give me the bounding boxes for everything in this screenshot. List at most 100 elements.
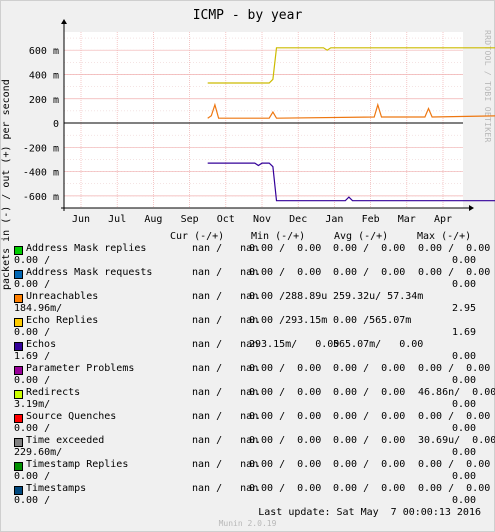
legend-line2-right: 0.00 [452,351,477,362]
legend-min: 0.00 / 0.00 [249,411,322,422]
legend-line2: 0.00 / [14,495,51,506]
legend-min: 0.00 / 0.00 [249,483,322,494]
legend-cur: nan / nan [192,291,259,302]
legend-swatch [14,462,23,471]
x-tick-label: Jan [325,214,343,225]
legend-name: Parameter Problems [26,363,135,374]
series-line-echo-replies [207,47,495,84]
legend-row: Echos nan / nan 293.15m/ 0.00 565.07m/ 0.00… [0,339,495,363]
series-line-echos [207,162,495,202]
legend-row: Echo Replies nan / nan 0.00 /293.15m 0.00 /… [0,315,495,339]
legend-line2-right: 0.00 [452,495,477,506]
x-tick-label: Apr [434,214,452,225]
legend-avg: 0.00 / 0.00 [333,483,406,494]
legend-header-avg: Avg (-/+) [334,231,389,242]
x-tick-label: Feb [362,214,380,225]
legend-max: 0.00 / 0.00 [418,411,491,422]
legend-row: Address Mask requests nan / nan 0.00 / 0.0… [0,267,495,291]
x-tick-label: Aug [144,214,162,225]
legend-line2-right: 2.95 [452,303,477,314]
y-tick-label: 200 m [29,95,59,106]
legend-swatch [14,414,23,423]
legend-swatch [14,366,23,375]
legend-header-min: Min (-/+) [251,231,306,242]
legend-line2-right: 0.00 [452,447,477,458]
legend-line2-right: 0.00 [452,471,477,482]
legend-swatch [14,318,23,327]
legend-avg: 0.00 / 0.00 [333,435,406,446]
legend-swatch [14,342,23,351]
legend-avg: 565.07m/ 0.00 [333,339,424,350]
legend-name: Time exceeded [26,435,105,446]
legend-line2: 0.00 / [14,279,51,290]
legend-max: 30.69u/ 0.00 [418,435,495,446]
legend-swatch [14,294,23,303]
legend-max: 46.86n/ 0.00 [418,387,495,398]
legend-min: 0.00 / 0.00 [249,267,322,278]
legend-min: 0.00 / 0.00 [249,363,322,374]
legend-line2: 0.00 / [14,471,51,482]
munin-version: Munin 2.0.19 [218,519,277,528]
legend-row: Address Mask replies nan / nan 0.00 / 0.00… [0,243,495,267]
legend-name: Source Quenches [26,411,117,422]
y-tick-label: 400 m [29,70,59,81]
legend-swatch [14,486,23,495]
legend-cur: nan / nan [192,459,259,470]
legend-min: 0.00 / 0.00 [249,243,322,254]
legend-min: 0.00 / 0.00 [249,387,322,398]
plot-area: Jun Jul Aug Sep Oct Nov Dec Jan Feb Mar Apr 600 m 40… [23,19,495,225]
legend-cur: nan / nan [192,339,259,350]
legend-avg: 0.00 / 0.00 [333,243,406,254]
y-tick-label: -200 m [23,143,59,154]
legend-min: 0.00 / 0.00 [249,435,322,446]
legend-name: Echos [26,339,57,350]
y-tick-label: 0 [53,119,59,130]
legend-min: 0.00 / 0.00 [249,459,322,470]
x-tick-label: Sep [181,214,199,225]
y-tick-label: -600 m [23,192,59,203]
legend-header-max: Max (-/+) [417,231,472,242]
legend-name: Unreachables [26,291,99,302]
legend-row: Source Quenches nan / nan 0.00 / 0.00 0.00 … [0,411,495,435]
legend-swatch [14,270,23,279]
legend-cur: nan / nan [192,363,259,374]
y-tick-label: 600 m [29,46,59,57]
legend-avg: 0.00 / 0.00 [333,387,406,398]
legend-line2-right: 0.00 [452,279,477,290]
legend-name: Timestamp Replies [26,459,129,470]
legend-cur: nan / nan [192,387,259,398]
legend-line2-right: 1.69 [452,327,477,338]
legend-line2: 184.96m/ [14,303,63,314]
legend-row: Timestamp Replies nan / nan 0.00 / 0.00 0.0… [0,459,495,483]
y-tick-label: -400 m [23,168,59,179]
x-axis-arrow [469,205,474,211]
legend-avg: 0.00 /565.07m [333,315,412,326]
legend-name: Address Mask requests [26,267,153,278]
plot-background [64,32,463,208]
chart-title: ICMP - by year [192,8,303,23]
legend-avg: 0.00 / 0.00 [333,459,406,470]
legend-cur: nan / nan [192,411,259,422]
legend-avg: 259.32u/ 57.34m [333,291,424,302]
legend-min: 293.15m/ 0.00 [249,339,340,350]
legend-avg: 0.00 / 0.00 [333,267,406,278]
x-tick-label: Jun [72,214,90,225]
legend-line2: 229.60m/ [14,447,63,458]
legend-name: Address Mask replies [26,243,147,254]
legend-name: Redirects [26,387,81,398]
legend-line2: 0.00 / [14,327,51,338]
legend-row: Redirects nan / nan 0.00 / 0.00 0.00 / 0.00… [0,387,495,411]
legend-line2-right: 0.00 [452,423,477,434]
legend-line2-right: 0.00 [452,375,477,386]
legend-line2: 3.19m/ [14,399,51,410]
legend-swatch [14,438,23,447]
legend-avg: 0.00 / 0.00 [333,411,406,422]
legend-cur: nan / nan [192,315,259,326]
legend-cur: nan / nan [192,267,259,278]
x-tick-label: Jul [108,214,126,225]
legend-row: Time exceeded nan / nan 0.00 / 0.00 0.00 / … [0,435,495,459]
legend-row: Timestamps nan / nan 0.00 / 0.00 0.00 / 0.0… [0,483,495,507]
legend-max: 0.00 / 0.00 [418,267,491,278]
legend-name: Timestamps [26,483,87,494]
x-tick-label: Mar [398,214,416,225]
